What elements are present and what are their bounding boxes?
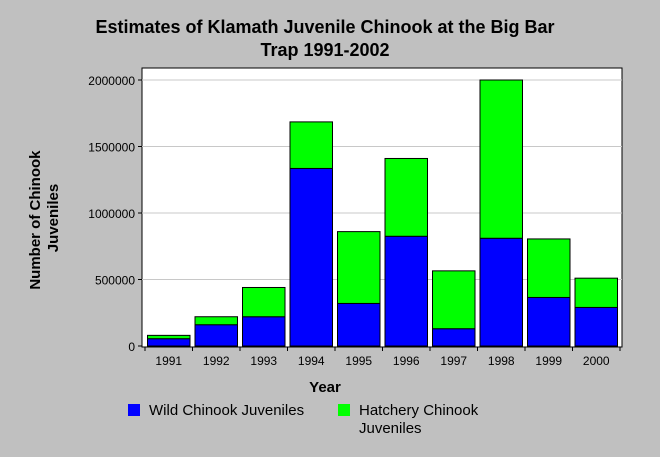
x-tick-label-2000: 2000 [583, 354, 610, 368]
x-tick-label-1998: 1998 [488, 354, 515, 368]
bar-wild-1999 [528, 297, 571, 346]
x-tick-label-1997: 1997 [440, 354, 467, 368]
x-tick-label-1991: 1991 [155, 354, 182, 368]
bar-wild-1997 [433, 329, 476, 346]
bar-wild-1992 [195, 325, 238, 346]
legend-label-hatchery-line-1: Hatchery Chinook [359, 402, 478, 420]
bar-hatchery-1998 [480, 80, 523, 238]
chart-canvas: 0 500000 1000000 1500000 2000000 1991 1992 1993… [0, 0, 660, 400]
bar-hatchery-2000 [575, 278, 618, 307]
x-tick-label-1999: 1999 [535, 354, 562, 368]
x-tick-label-1992: 1992 [203, 354, 230, 368]
bar-wild-1994 [290, 168, 333, 346]
y-tick-label: 1500000 [88, 141, 135, 155]
bar-hatchery-1997 [433, 271, 476, 329]
legend-swatch-wild [128, 404, 140, 416]
y-tick-label: 500000 [95, 274, 135, 288]
bar-hatchery-1996 [385, 158, 428, 236]
legend-label-wild: Wild Chinook Juveniles [149, 402, 304, 420]
bar-hatchery-1991 [148, 335, 191, 338]
bar-hatchery-1995 [338, 232, 381, 304]
bar-wild-1996 [385, 236, 428, 346]
x-tick-label-1994: 1994 [298, 354, 325, 368]
x-tick-label-1996: 1996 [393, 354, 420, 368]
legend-swatch-hatchery [338, 404, 350, 416]
y-axis-label: Number of Chinook Juveniles [27, 146, 62, 289]
x-tick-label-1995: 1995 [345, 354, 372, 368]
x-axis-label: Year [309, 379, 341, 396]
legend-label-hatchery-line-2: Juveniles [359, 420, 478, 438]
bar-wild-1993 [243, 317, 286, 346]
y-axis-label-line-1: Number of Chinook [27, 150, 44, 290]
bar-hatchery-1992 [195, 317, 238, 325]
y-tick-label: 0 [128, 340, 135, 354]
bar-hatchery-1993 [243, 287, 286, 316]
bar-hatchery-1999 [528, 239, 571, 298]
bar-hatchery-1994 [290, 122, 333, 169]
y-axis-label-line-2: Juveniles [45, 184, 62, 252]
x-tick-label-1993: 1993 [250, 354, 277, 368]
bar-wild-2000 [575, 307, 618, 346]
y-tick-label: 2000000 [88, 74, 135, 88]
bar-wild-1991 [148, 339, 191, 346]
bar-wild-1998 [480, 238, 523, 346]
legend-label-hatchery: Hatchery Chinook Juveniles [359, 402, 478, 438]
bar-wild-1995 [338, 303, 381, 346]
y-tick-label: 1000000 [88, 207, 135, 221]
